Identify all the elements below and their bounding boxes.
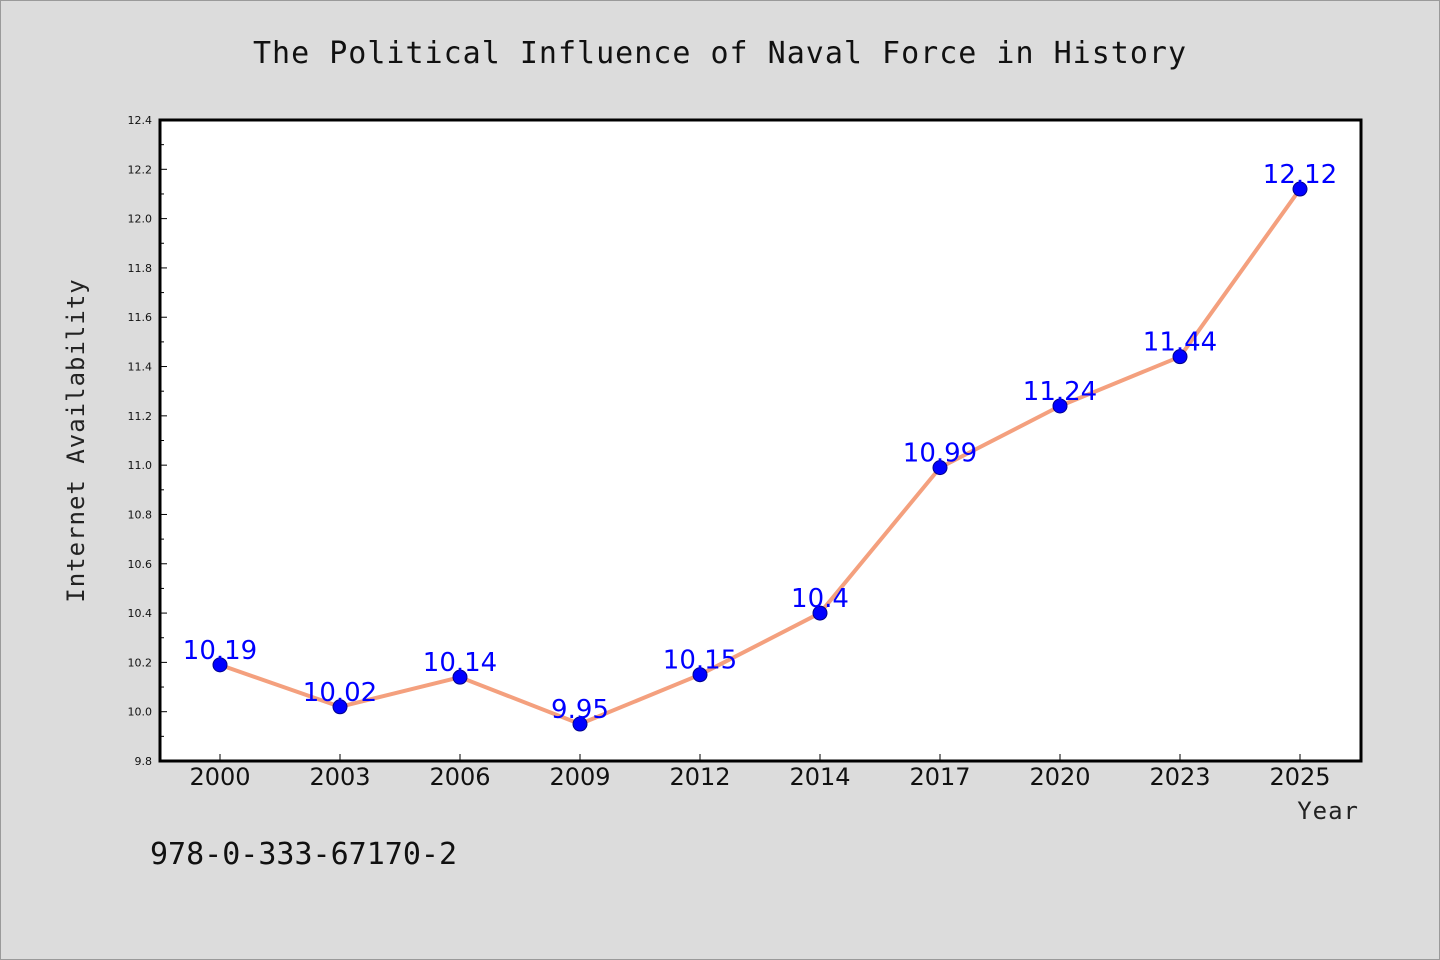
data-label: 11.24 <box>1023 377 1097 407</box>
data-point <box>212 657 228 673</box>
data-point <box>692 667 708 683</box>
y-axis-label: Internet Availability <box>62 278 90 602</box>
data-point <box>1292 181 1308 197</box>
data-point <box>1052 398 1068 414</box>
x-tick-label: 2000 <box>189 763 250 791</box>
x-tick-label: 2023 <box>1149 763 1210 791</box>
y-tick-label: 10.2 <box>128 656 153 669</box>
data-point <box>572 716 588 732</box>
x-tick-label: 2006 <box>429 763 490 791</box>
series-line <box>218 187 1302 727</box>
data-point <box>932 460 948 476</box>
x-tick-label: 2014 <box>789 763 850 791</box>
data-point <box>332 699 348 715</box>
x-tick-label: 2003 <box>309 763 370 791</box>
data-label: 10.4 <box>791 584 849 614</box>
plot-area <box>158 118 1363 763</box>
y-tick-label: 10.8 <box>128 508 153 521</box>
data-point <box>1172 349 1188 365</box>
data-label: 12.12 <box>1263 160 1337 190</box>
x-tick-label: 2017 <box>909 763 970 791</box>
data-label: 11.44 <box>1143 328 1217 358</box>
x-tick-label: 2020 <box>1029 763 1090 791</box>
data-point <box>452 669 468 685</box>
data-label: 10.14 <box>423 648 497 678</box>
y-tick-label: 12.0 <box>128 213 153 226</box>
y-tick-label: 12.4 <box>128 114 153 127</box>
y-axis: 9.8 10.0 10.2 10.4 10.6 10.8 11.0 11.2 11.4 11.6 1… <box>128 114 167 768</box>
y-tick-label: 11.0 <box>128 459 153 472</box>
x-tick-label: 2012 <box>669 763 730 791</box>
isbn-text: 978-0-333-67170-2 <box>150 837 457 872</box>
y-tick-label: 11.6 <box>128 311 153 324</box>
series-layer: 10.19 10.02 10.14 9.95 10.15 10.4 10.99 11.24 11… <box>183 160 1337 732</box>
x-tick-label: 2009 <box>549 763 610 791</box>
x-axis-label: Year <box>1297 797 1359 825</box>
y-tick-label: 11.2 <box>128 410 153 423</box>
y-tick-label: 11.4 <box>128 361 153 374</box>
y-tick-label: 10.4 <box>128 607 153 620</box>
chart-title: The Political Influence of Naval Force i… <box>253 36 1187 71</box>
data-label: 10.19 <box>183 636 257 666</box>
data-label: 10.02 <box>303 678 377 708</box>
y-tick-label: 10.0 <box>128 706 153 719</box>
data-label: 9.95 <box>551 695 609 725</box>
y-tick-label: 9.8 <box>135 755 153 768</box>
y-tick-label: 11.8 <box>128 262 153 275</box>
data-point <box>812 605 828 621</box>
x-axis: 2000 2003 2006 2009 2012 2014 2017 2020 2023 2025 <box>189 754 1331 791</box>
y-tick-label: 12.2 <box>128 163 153 176</box>
data-label: 10.15 <box>663 646 737 676</box>
x-tick-label: 2025 <box>1269 763 1330 791</box>
data-label: 10.99 <box>903 439 977 469</box>
y-tick-label: 10.6 <box>128 558 153 571</box>
